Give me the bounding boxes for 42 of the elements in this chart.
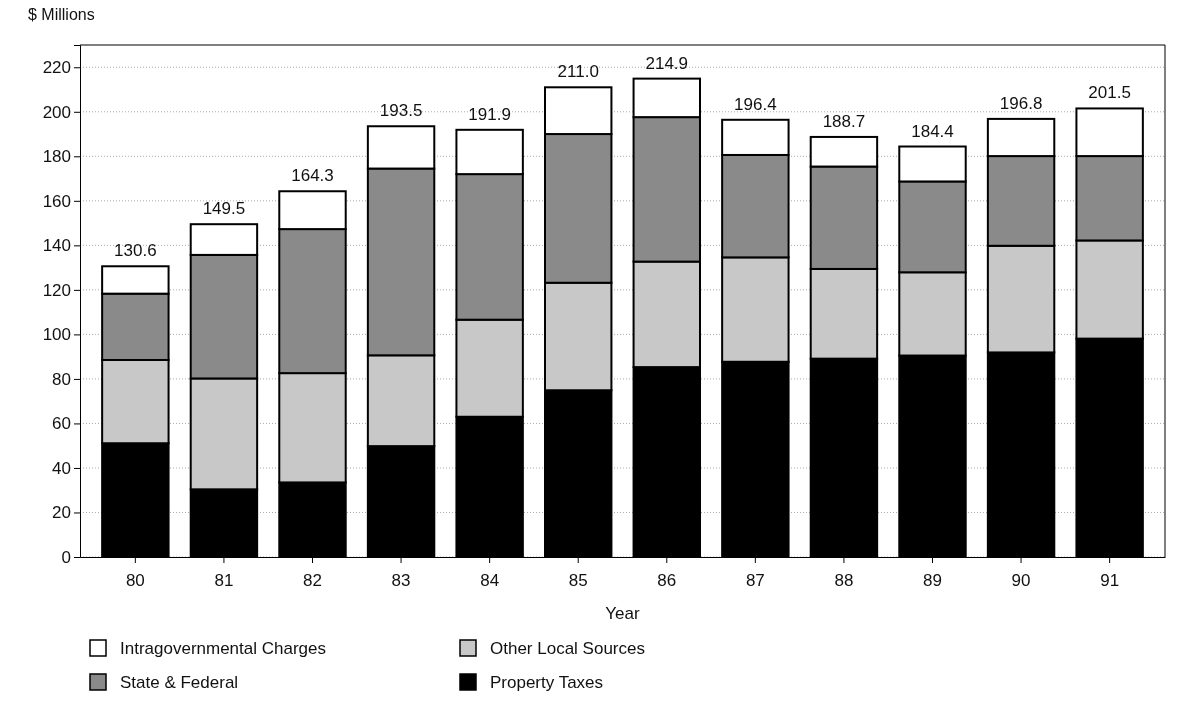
total-label: 201.5 xyxy=(1088,83,1131,103)
x-tick-label: 86 xyxy=(657,571,677,591)
y-tick-label: 80 xyxy=(52,369,71,389)
x-tick-label: 85 xyxy=(568,571,588,591)
total-label: 130.6 xyxy=(114,241,157,261)
x-tick-label: 87 xyxy=(745,571,765,591)
y-tick-label: 180 xyxy=(42,147,71,167)
y-tick-label: 60 xyxy=(52,414,71,434)
y-tick-label: 20 xyxy=(52,503,71,523)
x-tick-label: 91 xyxy=(1100,571,1120,591)
y-tick-label: 160 xyxy=(42,191,71,211)
total-label: 214.9 xyxy=(645,53,689,73)
total-label: 149.5 xyxy=(202,199,246,219)
y-tick-label: 40 xyxy=(52,458,71,478)
x-axis-title: Year xyxy=(605,604,641,623)
x-tick-label: 83 xyxy=(391,571,411,591)
x-tick-label: 90 xyxy=(1011,571,1031,591)
x-tick-label: 89 xyxy=(923,571,942,591)
x-tick-label: 81 xyxy=(214,571,234,591)
total-label: 196.4 xyxy=(734,94,777,114)
total-label: 196.8 xyxy=(999,93,1043,113)
y-tick-label: 120 xyxy=(42,280,71,300)
legend-label: Property Taxes xyxy=(490,673,604,692)
total-label: 193.5 xyxy=(379,101,423,121)
x-tick-label: 82 xyxy=(303,571,322,591)
y-tick-label: 140 xyxy=(42,236,71,256)
legend-label: Intragovernmental Charges xyxy=(120,639,327,658)
legend-label: State & Federal xyxy=(120,673,239,692)
y-axis-title: $ Millions xyxy=(28,6,95,23)
y-tick-label: 0 xyxy=(61,547,71,567)
total-label: 164.3 xyxy=(291,166,334,186)
x-tick-label: 88 xyxy=(834,571,854,591)
y-tick-label: 200 xyxy=(42,102,71,122)
x-tick-label: 80 xyxy=(125,571,145,591)
y-tick-label: 220 xyxy=(42,58,71,78)
y-tick-label: 100 xyxy=(42,325,71,345)
legend-label: Other Local Sources xyxy=(490,639,645,658)
total-label: 191.9 xyxy=(468,104,511,124)
total-label: 211.0 xyxy=(557,62,599,82)
total-label: 188.7 xyxy=(822,111,866,131)
total-label: 184.4 xyxy=(911,121,954,141)
x-tick-label: 84 xyxy=(480,571,500,591)
